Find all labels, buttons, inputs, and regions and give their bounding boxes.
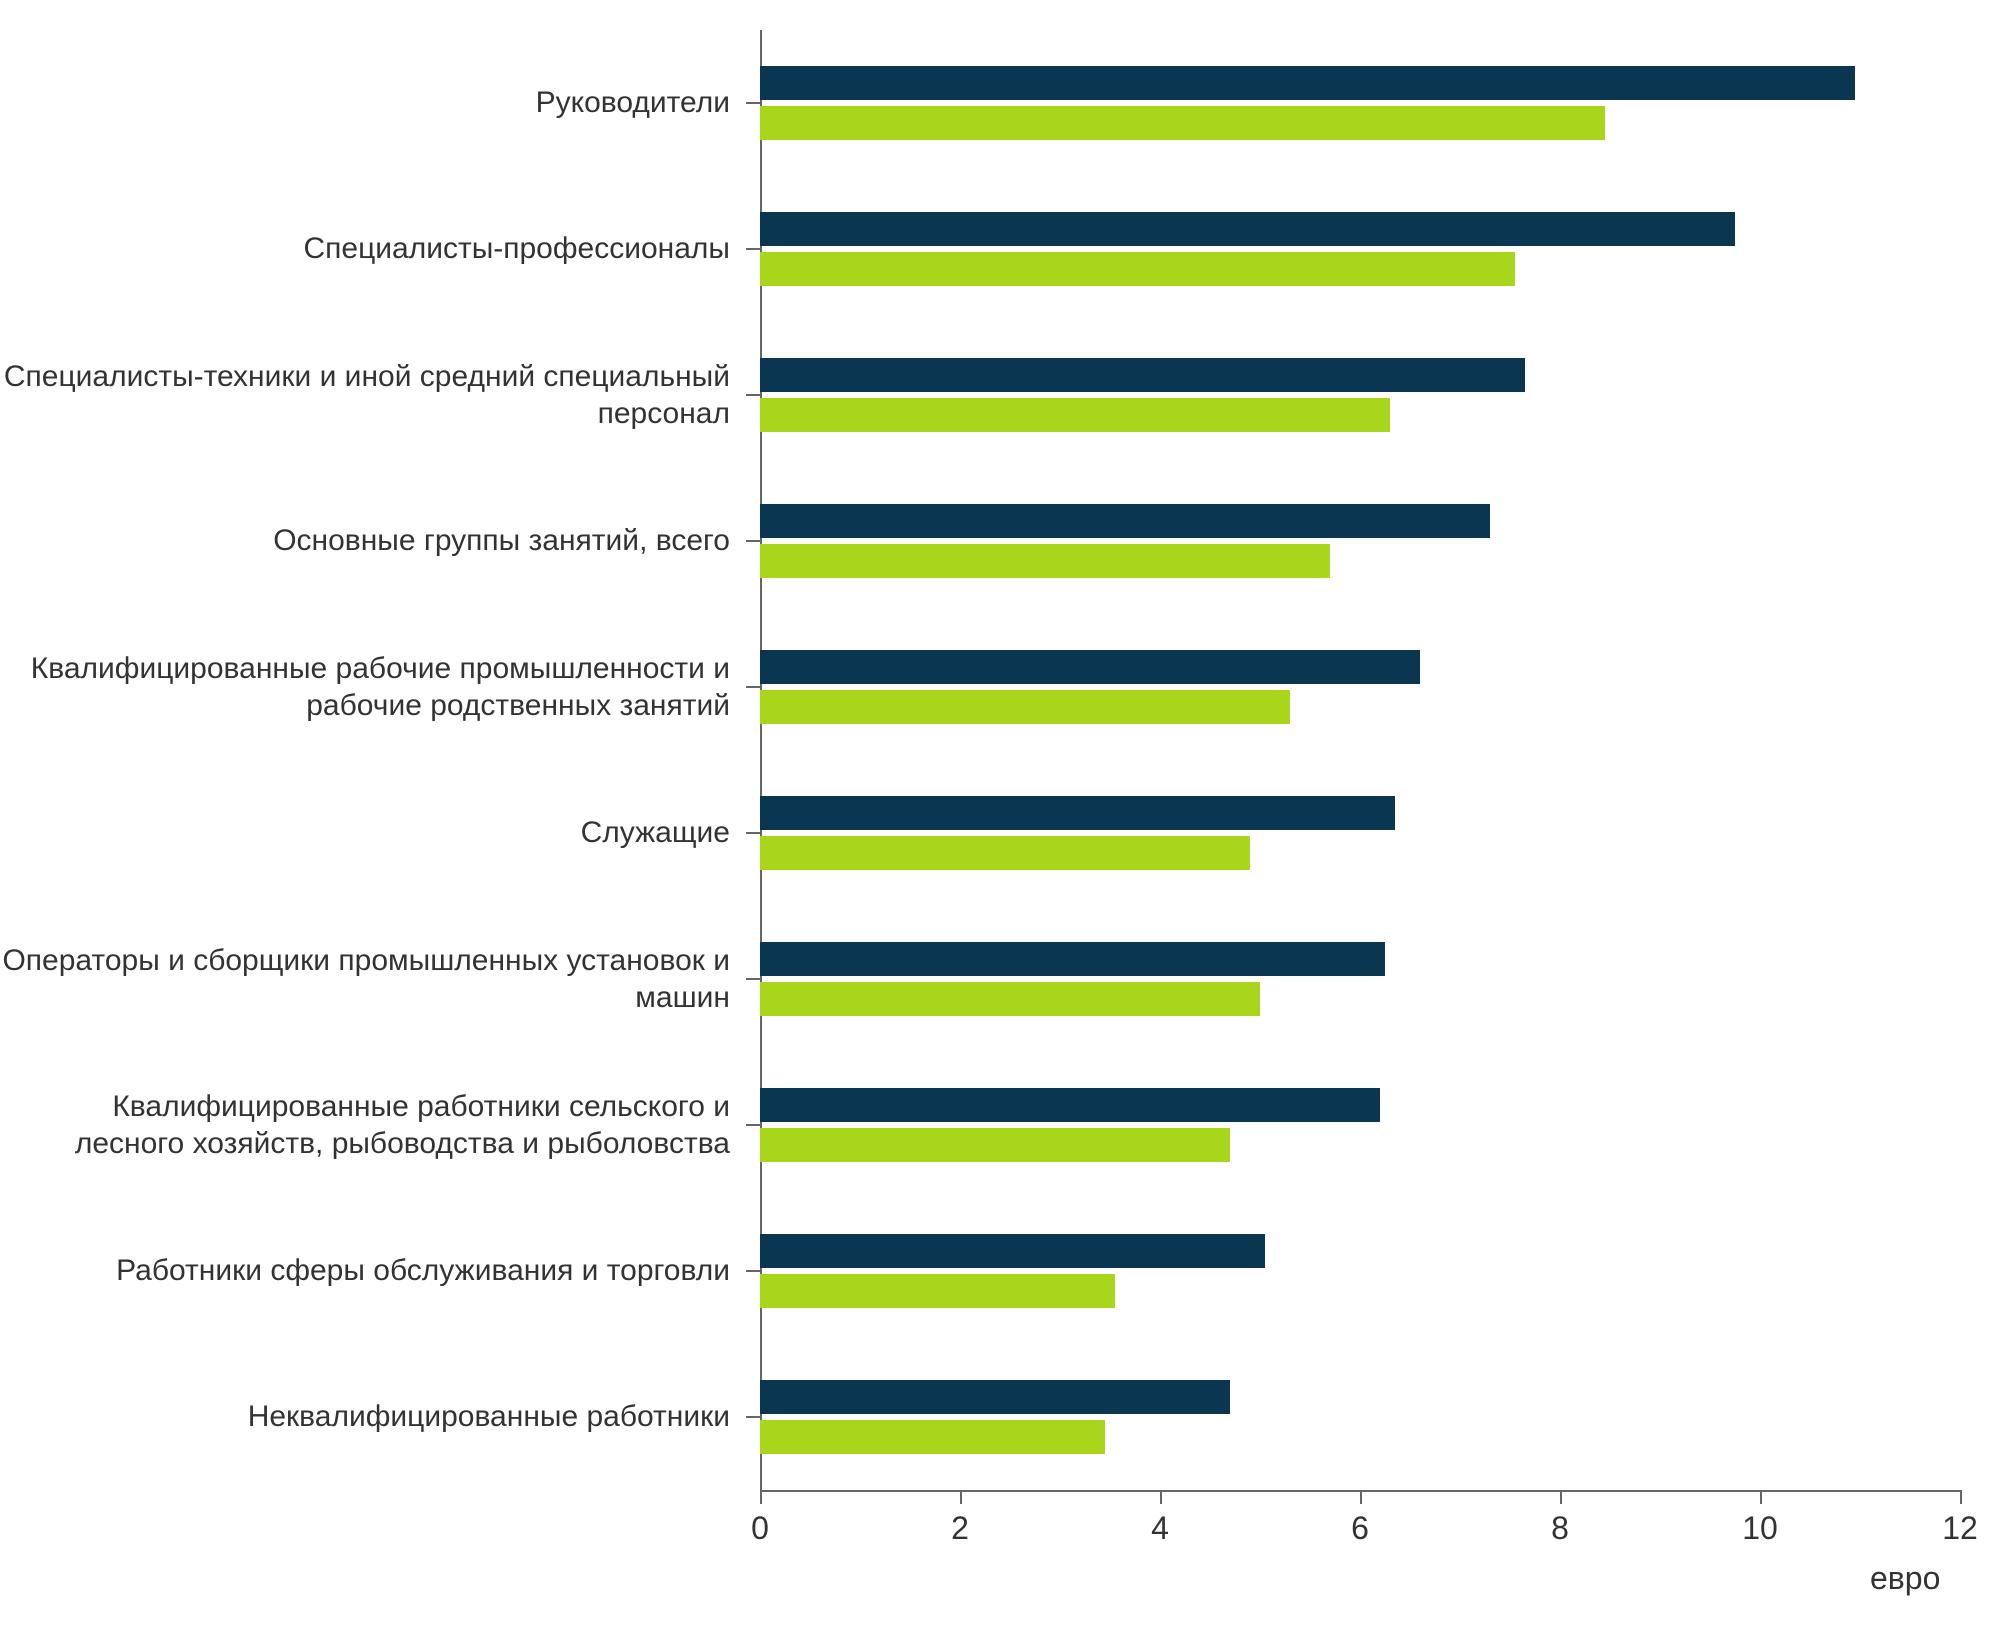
y-tick: [746, 394, 760, 396]
category-label: Основные группы занятий, всего: [0, 476, 730, 606]
x-tick: [760, 1490, 762, 1504]
y-tick: [746, 978, 760, 980]
plot-area: 024681012: [760, 30, 1960, 1490]
occupation-wage-chart: 024681012 РуководителиСпециалисты-профес…: [0, 0, 2000, 1641]
y-tick: [746, 102, 760, 104]
x-tick: [1560, 1490, 1562, 1504]
bar-series-2: [760, 1128, 1230, 1162]
bar-series-2: [760, 690, 1290, 724]
category-label: Операторы и сборщики промышленных устано…: [0, 914, 730, 1044]
x-tick-label: 10: [1742, 1510, 1778, 1547]
bar-series-1: [760, 650, 1420, 684]
bar-series-1: [760, 1088, 1380, 1122]
bar-series-2: [760, 982, 1260, 1016]
bar-series-2: [760, 1420, 1105, 1454]
x-tick-label: 2: [951, 1510, 969, 1547]
category-label: Квалифицированные рабочие промышленности…: [0, 622, 730, 752]
category-label: Неквалифицированные работники: [0, 1352, 730, 1482]
bar-series-1: [760, 942, 1385, 976]
bar-series-2: [760, 1274, 1115, 1308]
x-tick: [1760, 1490, 1762, 1504]
x-tick: [1360, 1490, 1362, 1504]
bar-series-2: [760, 398, 1390, 432]
category-label: Квалифицированные работники сельского и …: [0, 1060, 730, 1190]
bar-series-1: [760, 358, 1525, 392]
x-tick-label: 0: [751, 1510, 769, 1547]
bar-series-2: [760, 252, 1515, 286]
x-tick: [1160, 1490, 1162, 1504]
bar-series-2: [760, 836, 1250, 870]
y-tick: [746, 1124, 760, 1126]
bar-series-1: [760, 1380, 1230, 1414]
bar-series-1: [760, 212, 1735, 246]
category-label: Руководители: [0, 38, 730, 168]
y-tick: [746, 248, 760, 250]
bar-series-1: [760, 66, 1855, 100]
x-tick-label: 8: [1551, 1510, 1569, 1547]
bar-series-1: [760, 796, 1395, 830]
x-tick-label: 12: [1942, 1510, 1978, 1547]
x-axis-title: евро: [1870, 1560, 1940, 1597]
x-tick: [960, 1490, 962, 1504]
y-tick: [746, 540, 760, 542]
category-label: Специалисты-профессионалы: [0, 184, 730, 314]
bar-series-2: [760, 106, 1605, 140]
x-tick-label: 4: [1151, 1510, 1169, 1547]
y-tick: [746, 832, 760, 834]
y-tick: [746, 686, 760, 688]
y-axis: [760, 30, 762, 1490]
y-tick: [746, 1270, 760, 1272]
x-tick-label: 6: [1351, 1510, 1369, 1547]
x-tick: [1960, 1490, 1962, 1504]
bar-series-2: [760, 544, 1330, 578]
y-tick: [746, 1416, 760, 1418]
category-label: Специалисты-техники и иной средний специ…: [0, 330, 730, 460]
category-label: Работники сферы обслуживания и торговли: [0, 1206, 730, 1336]
category-label: Служащие: [0, 768, 730, 898]
bar-series-1: [760, 1234, 1265, 1268]
bar-series-1: [760, 504, 1490, 538]
